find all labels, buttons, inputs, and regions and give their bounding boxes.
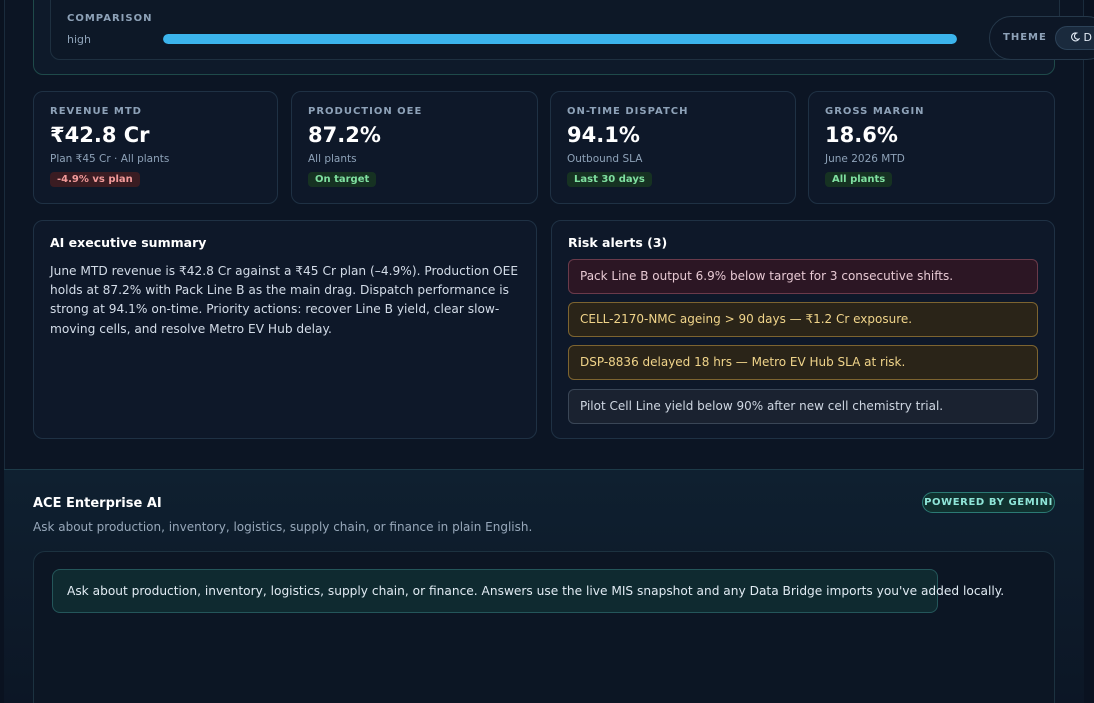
assistant-title: ACE Enterprise AI xyxy=(33,496,162,511)
comparison-panel xyxy=(50,0,1060,60)
status-badge: Last 30 days xyxy=(567,172,652,187)
assistant-subtitle: Ask about production, inventory, logisti… xyxy=(33,520,533,534)
status-badge: On target xyxy=(308,172,377,187)
kpi-title: PRODUCTION OEE xyxy=(308,106,423,117)
assistant-intro-message: Ask about production, inventory, logisti… xyxy=(52,569,1004,613)
risk-alert-item[interactable]: Pilot Cell Line yield below 90% after ne… xyxy=(568,389,1038,424)
risk-alerts-title: Risk alerts (3) xyxy=(568,235,668,250)
kpi-card-revenue[interactable]: REVENUE MTD ₹42.8 Cr Plan ₹45 Cr · All p… xyxy=(33,91,278,204)
kpi-subtitle: Outbound SLA xyxy=(567,153,643,165)
theme-label: THEME xyxy=(1003,32,1047,43)
executive-summary-panel: AI executive summary June MTD revenue is… xyxy=(33,220,537,439)
kpi-value: 94.1% xyxy=(567,123,640,147)
kpi-card-margin[interactable]: GROSS MARGIN 18.6% June 2026 MTD All pla… xyxy=(808,91,1055,204)
comparison-bar xyxy=(163,34,957,44)
kpi-title: GROSS MARGIN xyxy=(825,106,925,117)
kpi-value: ₹42.8 Cr xyxy=(50,123,150,147)
moon-icon xyxy=(1071,32,1081,42)
theme-toggle-button[interactable]: D xyxy=(1055,26,1094,50)
comparison-level: high xyxy=(67,33,91,46)
comparison-label: COMPARISON xyxy=(67,13,153,24)
status-badge: All plants xyxy=(825,172,893,187)
risk-alert-item[interactable]: Pack Line B output 6.9% below target for… xyxy=(568,259,1038,294)
kpi-card-oee[interactable]: PRODUCTION OEE 87.2% All plants On targe… xyxy=(291,91,538,204)
theme-toggle-label: D xyxy=(1083,31,1092,44)
summary-text: June MTD revenue is ₹42.8 Cr against a ₹… xyxy=(50,264,519,336)
kpi-title: ON-TIME DISPATCH xyxy=(567,106,689,117)
kpi-card-dispatch[interactable]: ON-TIME DISPATCH 94.1% Outbound SLA Last… xyxy=(550,91,796,204)
comparison-bar-fill xyxy=(163,34,957,44)
status-badge: -4.9% vs plan xyxy=(50,172,140,187)
powered-by-badge: POWERED BY GEMINI xyxy=(922,492,1055,513)
summary-title: AI executive summary xyxy=(50,235,207,250)
kpi-subtitle: Plan ₹45 Cr · All plants xyxy=(50,153,170,165)
kpi-subtitle: All plants xyxy=(308,153,357,165)
kpi-value: 87.2% xyxy=(308,123,381,147)
risk-alert-item[interactable]: CELL-2170-NMC ageing > 90 days — ₹1.2 Cr… xyxy=(568,302,1038,337)
kpi-value: 18.6% xyxy=(825,123,898,147)
kpi-subtitle: June 2026 MTD xyxy=(825,153,905,165)
kpi-title: REVENUE MTD xyxy=(50,106,142,117)
risk-alert-item[interactable]: DSP-8836 delayed 18 hrs — Metro EV Hub S… xyxy=(568,345,1038,380)
